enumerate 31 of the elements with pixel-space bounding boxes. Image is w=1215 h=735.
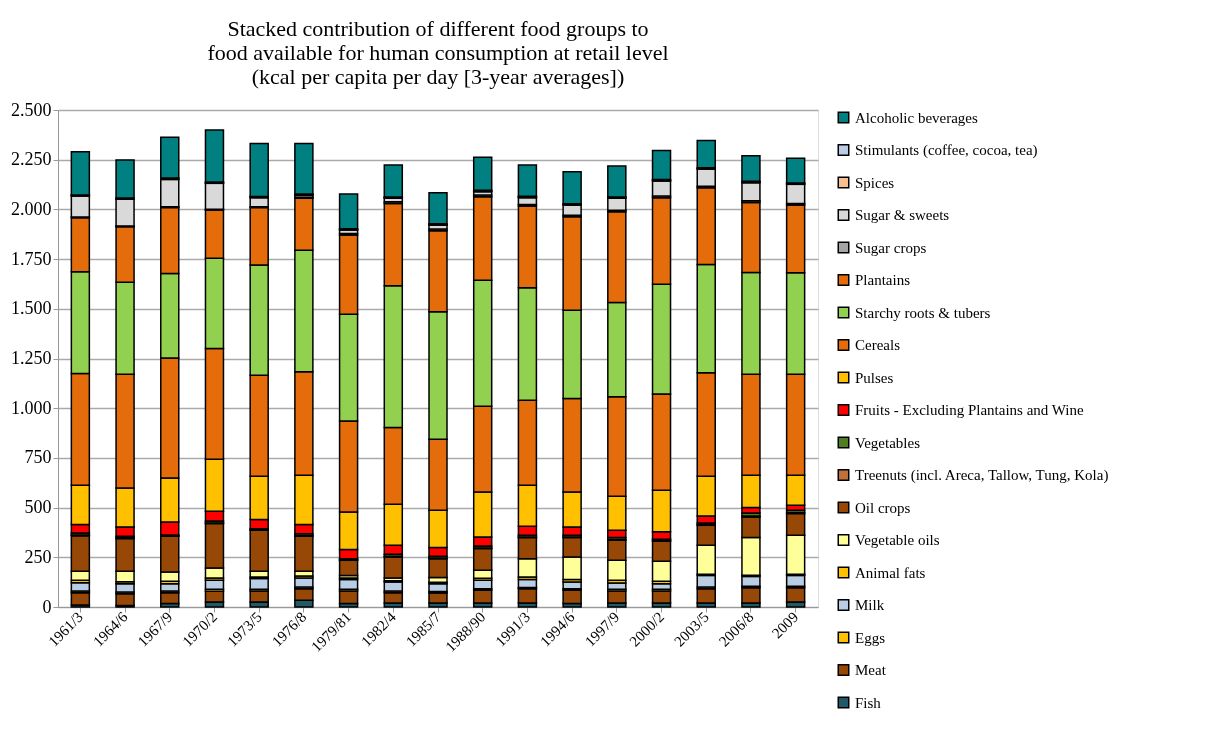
y-tick-label: 500 <box>24 497 52 518</box>
y-tick-label: 1.750 <box>11 248 52 269</box>
y-tick-label: 750 <box>24 447 52 468</box>
y-tick-label: 1.500 <box>11 298 52 319</box>
legend-label: Fish <box>855 694 882 711</box>
legend-label: Treenuts (incl. Areca, Tallow, Tung, Kola) <box>855 467 1109 484</box>
y-tick-label: 1.000 <box>11 397 52 418</box>
y-tick-label: 1.250 <box>11 348 52 368</box>
legend-label: Starchy roots & tubers <box>855 304 991 321</box>
legend-label: Sugar & sweets <box>855 207 950 223</box>
legend-label: Vegetables <box>855 434 921 451</box>
legend-label: Vegetable oils <box>855 532 940 548</box>
legend-label: Eggs <box>855 629 886 646</box>
legend-label: Spices <box>855 174 895 191</box>
legend-label: Sugar crops <box>855 239 927 256</box>
legend-label: Animal fats <box>855 564 926 581</box>
y-tick-label: 2.500 <box>11 99 52 120</box>
y-tick-label: 2.250 <box>11 149 52 170</box>
legend-label: Alcoholic beverages <box>855 109 979 126</box>
legend-label: Plantains <box>855 272 911 288</box>
y-tick-label: 0 <box>42 596 52 617</box>
legend-label: Pulses <box>855 369 894 386</box>
legend-label: Fruits - Excluding Plantains and Wine <box>855 402 1085 418</box>
legend-label: Milk <box>855 597 885 613</box>
legend-label: Cereals <box>855 337 901 353</box>
y-tick-label: 250 <box>24 546 52 567</box>
legend-label: Stimulants (coffee, cocoa, tea) <box>855 142 1038 159</box>
chart-title: Stacked contribution of different food groups to food available for human consumption at retail level (kcal per capita per day [3-year averages]) <box>207 16 669 89</box>
legend-label: Oil crops <box>855 499 911 516</box>
y-tick-label: 2.000 <box>11 198 52 219</box>
legend-label: Meat <box>855 662 887 678</box>
